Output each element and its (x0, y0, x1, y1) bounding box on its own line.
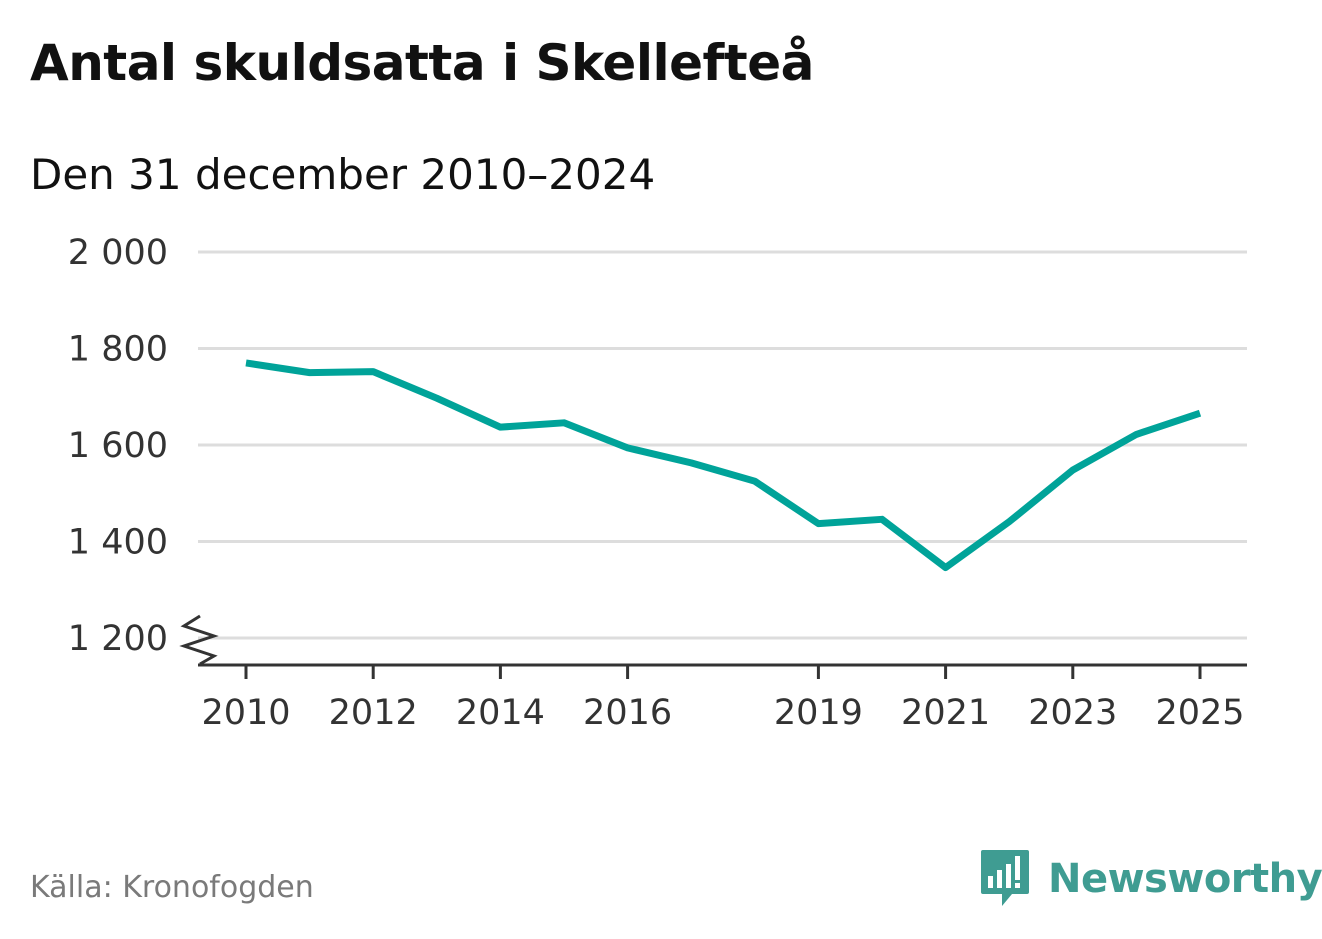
y-tick-label: 1 800 (68, 330, 168, 370)
x-axis-ticks: 2010 2012 2014 2016 2019 2021 2023 2025 (201, 665, 1245, 733)
series-layer (245, 359, 1202, 572)
series-line (245, 359, 1202, 572)
y-tick-label: 1 400 (68, 523, 168, 563)
gridlines (198, 250, 1247, 640)
x-tick-label: 2019 (774, 693, 863, 733)
bar-chart-speech-bubble-icon (981, 850, 1029, 906)
y-tick-label: 2 000 (68, 233, 168, 273)
brand-name: Newsworthy (1048, 856, 1322, 902)
x-tick-label: 2021 (901, 693, 990, 733)
x-tick-label: 2025 (1155, 693, 1244, 733)
x-tick-label: 2016 (583, 693, 672, 733)
axis-break-mark (179, 614, 219, 666)
chart-subtitle: Den 31 december 2010–2024 (30, 150, 656, 199)
brand-logo: Newsworthy (980, 848, 1322, 910)
y-tick-label: 1 200 (68, 619, 168, 659)
x-tick-label: 2012 (329, 693, 418, 733)
chart-title: Antal skuldsatta i Skellefteå (30, 34, 814, 92)
source-note: Källa: Kronofogden (30, 870, 314, 905)
x-tick-label: 2014 (456, 693, 545, 733)
x-tick-label: 2023 (1028, 693, 1117, 733)
y-tick-label: 1 600 (68, 426, 168, 466)
x-axis (179, 614, 1247, 667)
x-tick-label: 2010 (201, 693, 290, 733)
y-axis-ticks: 1 200 1 400 1 600 1 800 2 000 (68, 233, 168, 659)
